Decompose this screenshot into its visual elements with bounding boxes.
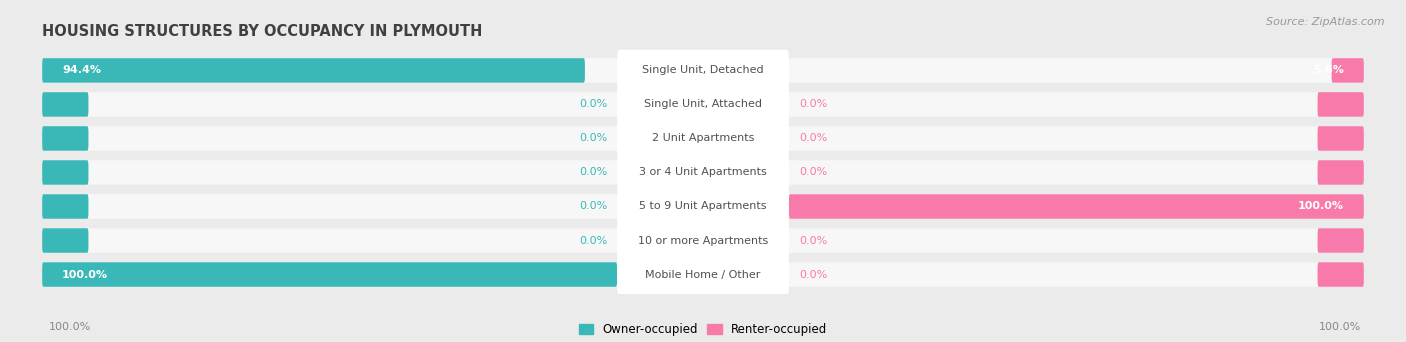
Text: Mobile Home / Other: Mobile Home / Other (645, 269, 761, 279)
Text: 100.0%: 100.0% (1298, 201, 1344, 211)
Text: 0.0%: 0.0% (579, 168, 607, 177)
Text: HOUSING STRUCTURES BY OCCUPANCY IN PLYMOUTH: HOUSING STRUCTURES BY OCCUPANCY IN PLYMO… (42, 24, 482, 39)
Text: 5 to 9 Unit Apartments: 5 to 9 Unit Apartments (640, 201, 766, 211)
FancyBboxPatch shape (1317, 92, 1364, 117)
Text: 5.6%: 5.6% (1313, 65, 1344, 76)
FancyBboxPatch shape (617, 152, 789, 193)
FancyBboxPatch shape (617, 220, 789, 261)
FancyBboxPatch shape (617, 118, 789, 159)
FancyBboxPatch shape (617, 50, 789, 91)
FancyBboxPatch shape (617, 254, 789, 295)
FancyBboxPatch shape (1331, 58, 1364, 83)
FancyBboxPatch shape (42, 160, 89, 185)
FancyBboxPatch shape (42, 58, 1364, 83)
Text: Single Unit, Detached: Single Unit, Detached (643, 65, 763, 76)
FancyBboxPatch shape (42, 228, 1364, 253)
FancyBboxPatch shape (42, 58, 585, 83)
Text: 0.0%: 0.0% (579, 236, 607, 246)
FancyBboxPatch shape (42, 160, 1364, 185)
Text: 94.4%: 94.4% (62, 65, 101, 76)
Text: 0.0%: 0.0% (579, 201, 607, 211)
Text: 0.0%: 0.0% (579, 133, 607, 143)
FancyBboxPatch shape (42, 92, 89, 117)
Text: 100.0%: 100.0% (62, 269, 108, 279)
Text: 100.0%: 100.0% (1319, 322, 1361, 332)
FancyBboxPatch shape (617, 84, 789, 125)
Text: Source: ZipAtlas.com: Source: ZipAtlas.com (1267, 17, 1385, 27)
Text: 0.0%: 0.0% (799, 168, 827, 177)
Text: 2 Unit Apartments: 2 Unit Apartments (652, 133, 754, 143)
FancyBboxPatch shape (42, 194, 89, 219)
Text: 0.0%: 0.0% (579, 100, 607, 109)
FancyBboxPatch shape (42, 126, 1364, 151)
FancyBboxPatch shape (42, 262, 617, 287)
FancyBboxPatch shape (42, 126, 89, 151)
FancyBboxPatch shape (617, 186, 789, 227)
Legend: Owner-occupied, Renter-occupied: Owner-occupied, Renter-occupied (579, 323, 827, 336)
Text: 100.0%: 100.0% (49, 322, 91, 332)
Text: Single Unit, Attached: Single Unit, Attached (644, 100, 762, 109)
FancyBboxPatch shape (1317, 126, 1364, 151)
FancyBboxPatch shape (42, 92, 1364, 117)
FancyBboxPatch shape (42, 262, 1364, 287)
Text: 3 or 4 Unit Apartments: 3 or 4 Unit Apartments (640, 168, 766, 177)
FancyBboxPatch shape (42, 194, 1364, 219)
Text: 10 or more Apartments: 10 or more Apartments (638, 236, 768, 246)
Text: 0.0%: 0.0% (799, 269, 827, 279)
FancyBboxPatch shape (789, 194, 1364, 219)
Text: 0.0%: 0.0% (799, 133, 827, 143)
Text: 0.0%: 0.0% (799, 236, 827, 246)
Text: 0.0%: 0.0% (799, 100, 827, 109)
FancyBboxPatch shape (42, 228, 89, 253)
FancyBboxPatch shape (1317, 228, 1364, 253)
FancyBboxPatch shape (1317, 262, 1364, 287)
FancyBboxPatch shape (1317, 160, 1364, 185)
